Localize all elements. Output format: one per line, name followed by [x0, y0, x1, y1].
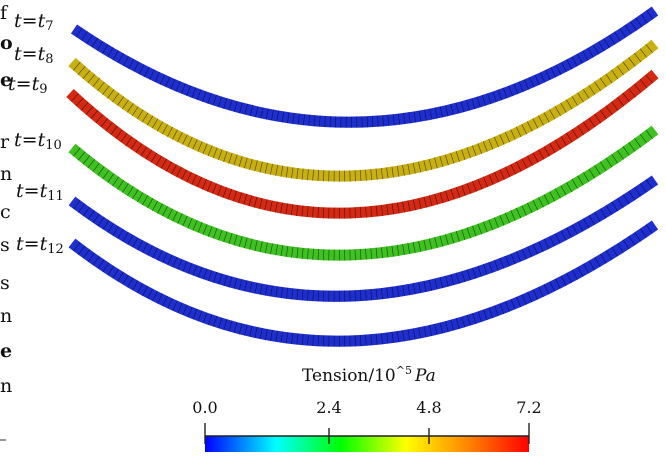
edge-char: c: [0, 201, 11, 223]
strip-band: [68, 220, 659, 347]
colorbar-tick-label: 4.8: [416, 398, 441, 417]
colorbar-tick-label: 7.2: [516, 398, 541, 417]
strip-t9: [66, 69, 659, 219]
strip-segments: [70, 74, 654, 219]
edge-char: o: [0, 32, 13, 54]
strip-segments: [72, 44, 653, 182]
strip-t7: [70, 6, 659, 128]
colorbar: Tension/10^5 Pa 0.0 2.4 4.8 7.2: [192, 364, 542, 452]
colorbar-gradient: [205, 436, 529, 452]
strip-label-t8: t=t8: [14, 43, 53, 67]
strip-t10: [68, 125, 659, 261]
edge-char: n: [0, 375, 12, 397]
edge-char: e: [0, 340, 12, 362]
strip-segments: [75, 10, 654, 128]
strip-label-t10: t=t10: [14, 129, 62, 153]
strip-labels: t=t7 t=t8 t=t9 t=t10 t=t11 t=t12: [8, 10, 64, 257]
strip-label-t7: t=t7: [14, 10, 53, 34]
edge-char: e: [0, 69, 12, 91]
strips-group: [66, 6, 659, 347]
strip-segments: [73, 179, 653, 302]
edge-char: s: [0, 234, 10, 256]
strip-segments: [73, 129, 653, 261]
strip-label-t11: t=t11: [16, 180, 64, 204]
edge-char: s: [0, 272, 10, 294]
strip-label-t9: t=t9: [8, 73, 47, 97]
strip-t12: [68, 220, 659, 347]
edge-char: n: [0, 305, 12, 327]
edge-char: r: [0, 131, 10, 153]
left-edge-text-fragment: f o e r n c s s n e n: [0, 2, 13, 441]
colorbar-tick-label: 2.4: [316, 398, 341, 417]
edge-char: n: [0, 163, 12, 185]
colorbar-title: Tension/10^5 Pa: [302, 364, 436, 386]
strip-t8: [68, 39, 659, 182]
strip-t11: [68, 175, 659, 302]
colorbar-tick-label: 0.0: [192, 398, 217, 417]
edge-char: f: [0, 2, 9, 24]
strip-label-t12: t=t12: [16, 233, 64, 257]
strip-segments: [73, 224, 653, 347]
